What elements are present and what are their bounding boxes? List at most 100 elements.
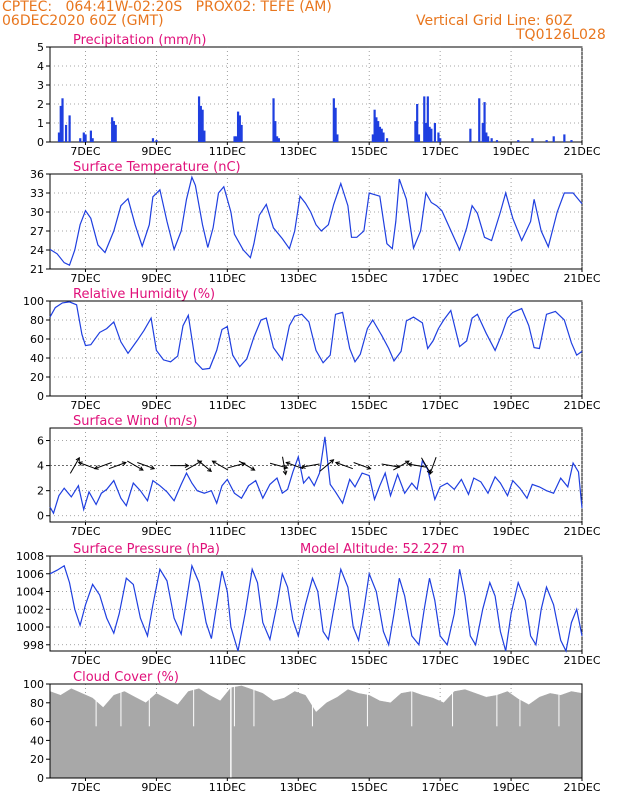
pres-data-point (518, 582, 519, 583)
wind-data-point (49, 506, 50, 507)
y-tick-label: 33 (30, 187, 44, 200)
rh-data-point (239, 366, 240, 367)
wind-data-point (404, 493, 405, 494)
wind-data-point (500, 483, 501, 484)
x-tick-label: 9DEC (141, 781, 171, 794)
pres-data-point (363, 609, 364, 610)
wind-data-point (120, 498, 121, 499)
wind-arrow (94, 462, 112, 470)
wind-data-point (335, 491, 336, 492)
rh-data-point (266, 318, 267, 319)
wind-data-point (211, 490, 212, 491)
wind-data-point (560, 478, 561, 479)
precip-bar (545, 140, 548, 142)
temp-data-point (223, 186, 224, 187)
rh-data-point (360, 354, 361, 355)
panel-rh: Relative Humidity (%) 0 20 40 60 80 100 7DEC 9DE… (23, 287, 601, 412)
pres-data-point (174, 618, 175, 619)
wind-data-point (147, 500, 148, 501)
pres-data-point (411, 635, 412, 636)
wind-data-point (282, 493, 283, 494)
temp-data-point (581, 203, 582, 204)
y-tick-label: 0 (37, 510, 44, 523)
wind-data-point (567, 486, 568, 487)
wind-data-point (308, 476, 309, 477)
temp-data-point (340, 183, 341, 184)
rh-data-point (232, 355, 233, 356)
wind-data-point (140, 490, 141, 491)
wind-data-point (269, 484, 270, 485)
rh-data-point (571, 342, 572, 343)
rh-data-point (427, 348, 428, 349)
temp-data-point (195, 185, 196, 186)
wind-arrow (319, 459, 334, 472)
y-tick-label: 5 (37, 41, 44, 54)
x-tick-label: 7DEC (70, 399, 100, 412)
precip-bar (57, 132, 61, 142)
wind-data-point (319, 473, 320, 474)
x-tick-label: 17DEC (422, 654, 459, 667)
temp-data-point (471, 205, 472, 206)
wind-data-point (287, 489, 288, 490)
pres-data-point (49, 573, 50, 574)
pres-data-point (440, 635, 441, 636)
y-tick-label: 27 (30, 225, 44, 238)
rh-data-point (471, 318, 472, 319)
wind-arrow-head (407, 462, 413, 467)
pres-data-point (92, 584, 93, 585)
y-tick-label: 80 (30, 697, 44, 710)
rh-data-point (163, 359, 164, 360)
x-tick-label: 13DEC (280, 145, 317, 158)
pres-data-point (546, 586, 547, 587)
precip-bar (481, 123, 484, 142)
x-tick-label: 19DEC (493, 525, 530, 538)
pres-data-point (333, 609, 334, 610)
pres-data-point (565, 650, 566, 651)
pres-data-point (85, 604, 86, 605)
rh-data-point (315, 350, 316, 351)
y-tick-label: 40 (30, 352, 44, 365)
pres-data-point (571, 622, 572, 623)
y-tick-label: 24 (30, 244, 44, 257)
wind-series-line (49, 436, 583, 515)
pres-data-point (340, 569, 341, 570)
pres-data-point (56, 570, 57, 571)
temp-data-point (541, 230, 542, 231)
temp-data-point (56, 253, 57, 254)
panel-title: Surface Temperature (nC) (73, 160, 241, 175)
rh-data-point (459, 346, 460, 347)
wind-arrow-head (207, 467, 212, 473)
pres-data-point (429, 578, 430, 579)
y-tick-label: 2 (37, 98, 44, 111)
precip-bar (240, 124, 243, 142)
precip-bar (426, 96, 429, 142)
wind-data-point (349, 479, 350, 480)
pres-data-point (434, 600, 435, 601)
pres-data-point (152, 604, 153, 605)
temp-data-point (213, 227, 214, 228)
temp-data-point (127, 198, 128, 199)
rh-data-point (273, 347, 274, 348)
temp-data-point (420, 230, 421, 231)
pres-data-point (113, 633, 114, 634)
y-tick-label: 40 (30, 734, 44, 747)
pres-data-point (424, 609, 425, 610)
y-tick-label: 1000 (16, 621, 44, 634)
pres-data-point (191, 565, 192, 566)
pres-data-point (383, 631, 384, 632)
wind-arrow (421, 457, 431, 474)
wind-data-point (186, 473, 187, 474)
precip-bar (382, 132, 385, 142)
rh-data-point (195, 361, 196, 362)
wind-data-point (106, 489, 107, 490)
temp-data-point (321, 230, 322, 231)
temp-data-point (347, 205, 348, 206)
wind-data-point (461, 479, 462, 480)
pres-data-point (510, 613, 511, 614)
wind-data-point (573, 462, 574, 463)
x-tick-label: 13DEC (280, 272, 317, 285)
temp-data-point (557, 211, 558, 212)
rh-data-point (388, 348, 389, 349)
pres-data-point (282, 573, 283, 574)
wind-data-point (416, 489, 417, 490)
